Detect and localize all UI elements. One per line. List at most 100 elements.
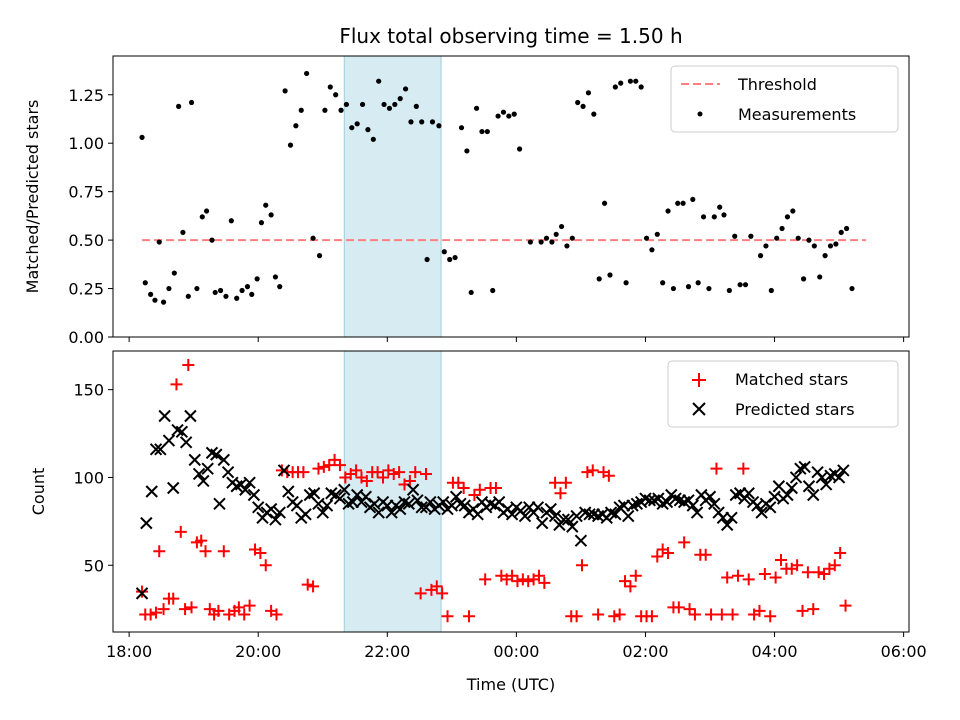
measurement-point bbox=[660, 280, 666, 286]
measurement-point bbox=[160, 299, 167, 305]
predicted-star-point bbox=[201, 462, 214, 475]
matched-star-point bbox=[683, 603, 696, 616]
predicted-star-point bbox=[145, 485, 158, 498]
matched-star-point bbox=[624, 580, 637, 593]
matched-star-point bbox=[839, 599, 852, 612]
measurement-point bbox=[795, 235, 801, 241]
predicted-star-point bbox=[192, 467, 206, 481]
predicted-star-point bbox=[197, 474, 210, 488]
measurement-point bbox=[665, 208, 671, 214]
matched-star-point bbox=[323, 459, 336, 472]
count-x-axis: 18:00 20:00 22:00 00:00 02:00 04:00 06:00 bbox=[106, 632, 927, 661]
matched-star-point bbox=[297, 466, 310, 479]
y-tick-label: 0.50 bbox=[68, 231, 104, 250]
matched-star-point bbox=[414, 587, 427, 600]
matched-star-point bbox=[436, 587, 449, 600]
count-legend: Matched stars Predicted stars bbox=[667, 360, 899, 428]
measurement-point bbox=[386, 105, 393, 111]
x-tick-label: 22:00 bbox=[364, 642, 410, 661]
matched-star-point bbox=[387, 467, 400, 480]
measurement-point bbox=[585, 90, 592, 96]
matched-star-point bbox=[758, 568, 771, 581]
count-y-axis-label: Count bbox=[29, 468, 48, 516]
measurement-point bbox=[282, 88, 288, 94]
measurement-point bbox=[209, 237, 215, 243]
predicted-star-point bbox=[385, 506, 398, 519]
y-tick-label: 1.25 bbox=[68, 86, 104, 105]
measurement-point bbox=[618, 80, 624, 86]
measurement-point bbox=[685, 284, 692, 290]
predicted-star-point bbox=[561, 513, 575, 526]
measurement-point bbox=[171, 270, 177, 276]
measurement-point bbox=[468, 289, 474, 296]
matched-star-point bbox=[468, 489, 481, 502]
predicted-star-point bbox=[798, 460, 811, 474]
measurement-point bbox=[717, 204, 723, 210]
predicted-star-point bbox=[505, 508, 519, 521]
predicted-star-point bbox=[548, 509, 562, 523]
matched-star-point bbox=[441, 610, 454, 623]
matched-star-point bbox=[307, 580, 320, 593]
measurement-point bbox=[188, 99, 195, 106]
count-panel: 50 100 150 18:00 20:00 22:00 00:00 02:00 04:00 0… bbox=[29, 350, 927, 694]
predicted-star-point bbox=[785, 481, 798, 495]
ratio-plot-frame bbox=[112, 55, 910, 338]
legend-predicted-swatch bbox=[692, 402, 706, 416]
ratio-marks bbox=[139, 70, 855, 305]
predicted-star-point bbox=[264, 502, 278, 516]
measurement-point bbox=[392, 101, 398, 108]
matched-star-point bbox=[254, 546, 267, 559]
matched-star-point bbox=[182, 359, 195, 372]
predicted-star-point bbox=[158, 409, 171, 423]
predicted-star-point bbox=[210, 448, 223, 461]
measurement-point bbox=[849, 285, 855, 292]
predicted-star-point bbox=[721, 518, 734, 532]
measurement-point bbox=[591, 111, 597, 117]
x-tick-label: 00:00 bbox=[493, 642, 539, 661]
measurement-point bbox=[564, 243, 570, 249]
predicted-star-point bbox=[492, 495, 506, 509]
measurement-point bbox=[239, 287, 245, 294]
matched-star-point bbox=[457, 481, 470, 494]
measurement-point bbox=[180, 229, 186, 235]
measurement-point bbox=[737, 282, 743, 288]
matched-star-point bbox=[575, 559, 588, 572]
matched-star-point bbox=[586, 464, 599, 477]
matched-star-point bbox=[592, 608, 605, 621]
measurement-point bbox=[706, 285, 712, 292]
matched-star-point bbox=[153, 545, 166, 558]
matched-star-point bbox=[479, 573, 492, 586]
predicted-star-point bbox=[307, 487, 321, 500]
ratio-legend-box bbox=[670, 65, 899, 133]
measurement-point bbox=[349, 125, 355, 131]
predicted-star-point bbox=[789, 471, 803, 484]
measurement-point bbox=[763, 243, 769, 249]
measurement-point bbox=[424, 256, 430, 263]
measurement-point bbox=[506, 113, 512, 119]
x-tick-label: 18:00 bbox=[106, 642, 152, 661]
measurement-point bbox=[517, 146, 523, 152]
measurement-point bbox=[464, 148, 470, 154]
matched-star-point bbox=[791, 559, 804, 572]
ratio-panel: 0.00 0.25 0.50 0.75 1.00 1.25 Matched/Predict… bbox=[23, 55, 910, 347]
measurement-point bbox=[479, 128, 485, 135]
predicted-star-point bbox=[802, 480, 816, 493]
measurement-point bbox=[575, 99, 581, 106]
predicted-star-point bbox=[179, 436, 193, 449]
predicted-star-point bbox=[372, 506, 385, 519]
measurement-point bbox=[333, 92, 339, 98]
measurement-point bbox=[293, 123, 299, 129]
predicted-star-point bbox=[781, 488, 794, 502]
matched-star-point bbox=[532, 569, 545, 582]
observing-window-span-top bbox=[343, 55, 442, 338]
matched-star-point bbox=[452, 476, 465, 489]
matched-star-point bbox=[217, 545, 230, 558]
matched-star-point bbox=[538, 576, 551, 589]
measurement-point bbox=[538, 239, 544, 245]
measurement-point bbox=[199, 214, 205, 220]
measurement-point bbox=[376, 78, 382, 84]
measurement-point bbox=[811, 243, 817, 249]
measurement-point bbox=[397, 96, 403, 102]
measurement-point bbox=[527, 239, 533, 245]
measurement-point bbox=[194, 285, 200, 292]
